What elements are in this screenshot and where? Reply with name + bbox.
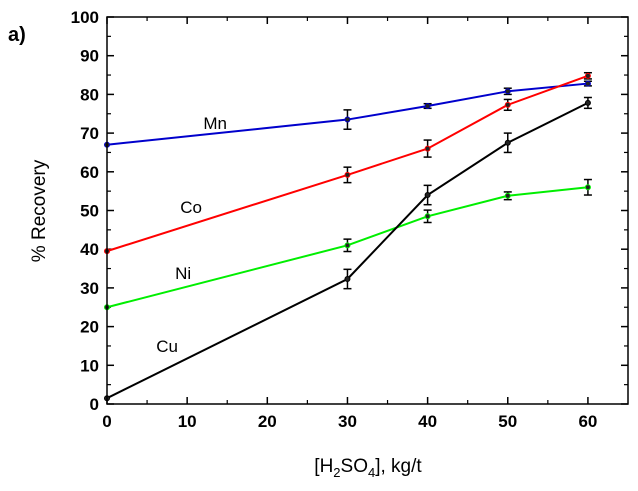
series-label-mn: Mn bbox=[203, 114, 227, 133]
series-mn-point bbox=[504, 88, 511, 95]
series-co-point bbox=[504, 101, 511, 108]
series-co-point bbox=[424, 145, 431, 152]
series-label-cu: Cu bbox=[156, 337, 178, 356]
y-axis-title: % Recovery bbox=[29, 159, 50, 262]
x-tick-label-30: 30 bbox=[338, 412, 357, 431]
series-ni-point bbox=[344, 242, 351, 249]
series-label-co: Co bbox=[180, 198, 202, 217]
y-axis-title-text: % Recovery bbox=[29, 159, 50, 262]
y-tick-label-50: 50 bbox=[80, 202, 99, 221]
series-cu-point bbox=[424, 192, 431, 199]
y-tick-label-10: 10 bbox=[80, 356, 99, 375]
series-co-point bbox=[344, 171, 351, 178]
plot-frame bbox=[106, 16, 629, 405]
x-tick-label-40: 40 bbox=[418, 412, 437, 431]
series-cu-point bbox=[504, 139, 511, 146]
series-labels: Mn Co Ni Cu bbox=[156, 114, 227, 356]
series-ni-point bbox=[584, 184, 591, 191]
series-co-line bbox=[106, 74, 589, 253]
series-ni bbox=[104, 178, 592, 311]
y-tick-label-80: 80 bbox=[80, 85, 99, 104]
y-tick-label-60: 60 bbox=[80, 163, 99, 182]
series-ni-point bbox=[424, 213, 431, 220]
series-cu-point bbox=[344, 275, 351, 282]
y-tick-label-20: 20 bbox=[80, 318, 99, 337]
series-mn-point bbox=[424, 103, 431, 110]
series-co bbox=[104, 71, 592, 255]
x-axis-title: [H2SO4], kg/t bbox=[314, 456, 422, 480]
series-co-point bbox=[584, 72, 591, 79]
series-mn-point bbox=[584, 80, 591, 87]
y-tick-label-70: 70 bbox=[80, 124, 99, 143]
series-mn-point bbox=[344, 116, 351, 123]
panel-label: a) bbox=[8, 24, 26, 46]
axis-ticks: 0 10 20 30 40 50 60 0 10 20 30 40 50 60 70 80 90 100 bbox=[71, 8, 628, 431]
series-cu bbox=[104, 96, 592, 402]
series-mn bbox=[104, 80, 592, 148]
series-label-ni: Ni bbox=[175, 264, 191, 283]
y-tick-label-100: 100 bbox=[71, 8, 99, 27]
x-tick-label-50: 50 bbox=[498, 412, 517, 431]
x-tick-label-20: 20 bbox=[258, 412, 277, 431]
y-tick-label-90: 90 bbox=[80, 47, 99, 66]
y-tick-label-0: 0 bbox=[90, 395, 99, 414]
y-tick-label-30: 30 bbox=[80, 279, 99, 298]
series-layer bbox=[104, 71, 592, 402]
series-ni-point bbox=[504, 192, 511, 199]
y-tick-label-40: 40 bbox=[80, 240, 99, 259]
x-tick-label-60: 60 bbox=[578, 412, 597, 431]
series-cu-point bbox=[584, 99, 591, 106]
x-tick-label-0: 0 bbox=[102, 412, 111, 431]
x-tick-label-10: 10 bbox=[178, 412, 197, 431]
